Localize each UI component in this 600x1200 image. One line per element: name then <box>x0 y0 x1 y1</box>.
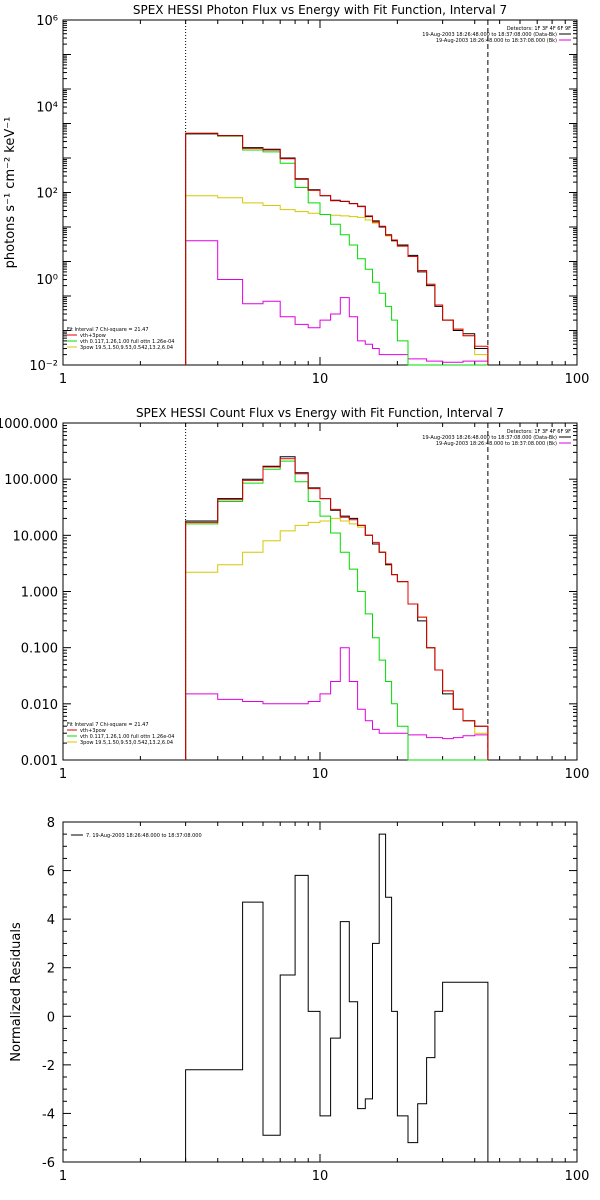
y-tick-label: 10⁴ <box>36 100 58 115</box>
y-tick-label: 2 <box>47 962 55 977</box>
y-tick-label: 1000.000 <box>0 417 58 432</box>
x-tick-label: 10 <box>312 372 329 387</box>
legend-model-text: vth+3pow <box>80 728 106 734</box>
legend-background-text: 19-Aug-2003 18:26:48.000 to 18:37:08.000… <box>436 38 557 44</box>
y-tick-label: 100.000 <box>4 473 58 488</box>
legend-background-text: 19-Aug-2003 18:26:48.000 to 18:37:08.000… <box>436 441 557 447</box>
legend-data-text: 19-Aug-2003 18:26:48.000 to 18:37:08.000… <box>422 435 557 441</box>
series-vth <box>185 460 488 761</box>
y-tick-label: -2 <box>42 1059 55 1074</box>
series-3pow <box>185 517 489 760</box>
x-tick-label: 1 <box>59 1169 67 1184</box>
y-tick-label: 0.001 <box>21 754 58 769</box>
legend-3pow-text: 3pow 19.5,1.50,9.53,0.542,13.2,6.04 <box>80 740 173 746</box>
legend-3pow-text: 3pow 19.5,1.50,9.53,0.542,13.2,6.04 <box>80 345 173 351</box>
legend-fit-header: Fit Interval 7 Chi-square = 21.47 <box>67 327 149 333</box>
x-tick-label: 10 <box>312 1169 329 1184</box>
series-3pow <box>185 195 489 365</box>
series-vth <box>185 132 488 366</box>
y-tick-label: 10⁶ <box>36 14 58 29</box>
y-tick-label: 4 <box>47 913 55 928</box>
y-tick-label: 10.000 <box>13 529 59 544</box>
series-vth-3pow <box>185 132 489 365</box>
y-tick-label: 10⁰ <box>36 273 58 288</box>
legend-detectors: Detectors: 1F 3F 4F 6F 9F <box>507 26 571 32</box>
legend-model-text: vth+3pow <box>80 333 106 339</box>
y-tick-label: 1.000 <box>21 586 58 601</box>
y-tick-label: 0 <box>47 1010 55 1025</box>
legend-detectors: Detectors: 1F 3F 4F 6F 9F <box>507 429 571 435</box>
legend-fit-header: Fit Interval 7 Chi-square = 21.47 <box>67 722 149 728</box>
plot-frame <box>62 422 578 761</box>
y-tick-label: 10⁻² <box>29 359 58 374</box>
chart-title: SPEX HESSI Photon Flux vs Energy with Fi… <box>133 3 507 17</box>
x-tick-label: 10 <box>312 767 329 782</box>
y-axis-label: Normalized Residuals <box>9 922 24 1062</box>
legend-vth-text: vth 0.117,1.26,1.00 full ottn 1.26e-04 <box>80 734 174 740</box>
series-data-bk <box>185 456 489 760</box>
series-bk <box>185 647 489 760</box>
x-tick-label: 1 <box>59 372 67 387</box>
y-tick-label: 6 <box>47 865 55 880</box>
y-tick-label: -6 <box>42 1156 55 1171</box>
y-tick-label: 0.010 <box>21 698 58 713</box>
y-tick-label: -4 <box>42 1107 55 1122</box>
y-axis-label: photons s⁻¹ cm⁻² keV⁻¹ <box>3 117 18 269</box>
chart-panel-3: Normalized Residuals 1 10 100 -6 -4 -2 0 2 4 6 8 7. … <box>9 816 589 1184</box>
series-residuals <box>185 833 489 1162</box>
x-tick-label: 100 <box>565 1169 590 1184</box>
legend-vth-text: vth 0.117,1.26,1.00 full ottn 1.26e-04 <box>80 339 174 345</box>
y-tick-label: 10² <box>36 187 58 202</box>
legend-residuals-text: 7. 19-Aug-2003 18:26:48.000 to 18:37:08.… <box>86 833 202 839</box>
series-data-bk <box>185 133 489 365</box>
y-tick-label: 8 <box>47 816 55 831</box>
legend-data-text: 19-Aug-2003 18:26:48.000 to 18:37:08.000… <box>422 32 557 38</box>
x-tick-label: 100 <box>565 767 590 782</box>
chart-title: SPEX HESSI Count Flux vs Energy with Fit… <box>136 406 504 420</box>
x-tick-label: 1 <box>59 767 67 782</box>
chart-panel-1: SPEX HESSI Photon Flux vs Energy with Fi… <box>3 3 589 387</box>
chart-panel-2: SPEX HESSI Count Flux vs Energy with Fit… <box>0 406 589 782</box>
y-tick-label: 0.100 <box>21 642 58 657</box>
x-tick-label: 100 <box>565 372 590 387</box>
series-bk <box>185 240 489 365</box>
series-vth-3pow <box>185 458 489 760</box>
